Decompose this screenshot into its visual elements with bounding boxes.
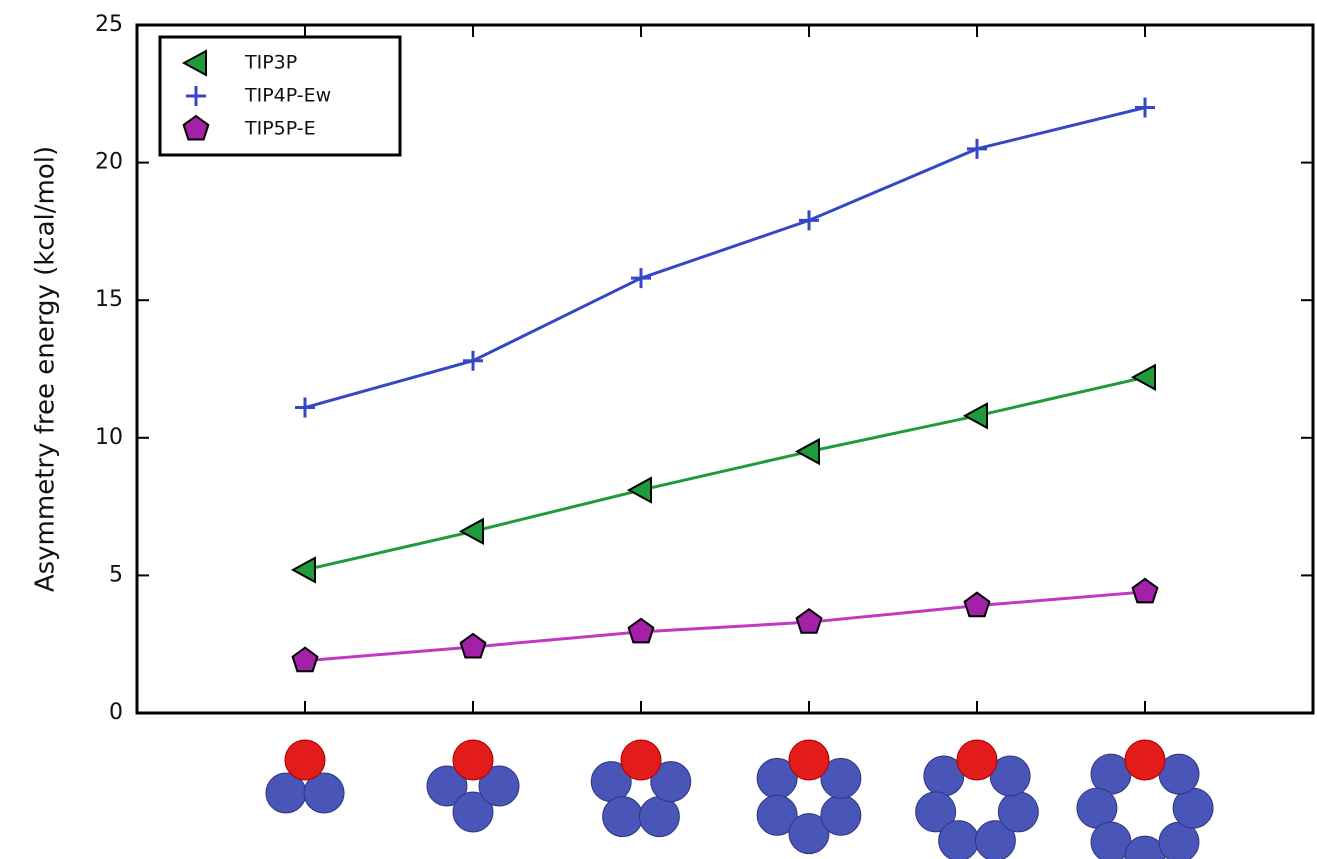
legend-label: TIP4P-Ew — [244, 85, 331, 107]
molecule-icon — [916, 740, 1039, 859]
y-tick-label: 0 — [109, 700, 123, 725]
y-tick-label: 5 — [109, 562, 123, 587]
y-tick-label: 20 — [95, 150, 123, 175]
molecule-icon — [1077, 740, 1213, 859]
point-marker — [295, 398, 315, 418]
chart: Asymmetry free energy (kcal/mol) 0 5 10 15 2… — [0, 0, 1317, 859]
ring-atom — [603, 797, 643, 837]
ring-atom — [639, 797, 679, 837]
point-marker — [965, 404, 987, 428]
legend-label: TIP5P-E — [244, 118, 316, 140]
molecule-icon — [757, 740, 861, 854]
series-line — [305, 377, 1145, 570]
page: {"chart_data": {"type": "line", "y_label… — [0, 0, 1317, 859]
point-marker — [1133, 579, 1158, 603]
y-axis-label: Asymmetry free energy (kcal/mol) — [31, 146, 61, 592]
oxygen-atom — [789, 740, 829, 780]
point-marker — [1135, 98, 1155, 118]
y-tick-label: 10 — [95, 425, 123, 450]
oxygen-atom — [453, 740, 493, 780]
point-marker — [1133, 365, 1155, 389]
oxygen-atom — [1125, 740, 1165, 780]
y-tick-label: 25 — [95, 12, 123, 37]
point-marker — [293, 648, 318, 672]
molecule-icon — [266, 740, 344, 813]
point-marker — [461, 519, 483, 543]
molecule-icon — [591, 740, 691, 837]
point-marker — [463, 351, 483, 371]
legend: TIP3P TIP4P-Ew TIP5P-E — [160, 37, 400, 155]
point-marker — [799, 210, 819, 230]
oxygen-atom — [621, 740, 661, 780]
ring-atom — [821, 795, 861, 835]
point-marker — [965, 593, 990, 617]
point-marker — [967, 139, 987, 159]
point-marker — [797, 609, 822, 633]
legend-label: TIP3P — [244, 52, 297, 74]
oxygen-atom — [285, 740, 325, 780]
ring-atom — [939, 821, 979, 859]
point-marker — [293, 558, 315, 582]
series-line — [305, 592, 1145, 661]
point-marker — [631, 268, 651, 288]
point-marker — [629, 619, 654, 643]
y-tick-label: 15 — [95, 287, 123, 312]
molecule-icon — [427, 740, 519, 832]
point-marker — [797, 440, 819, 464]
ring-atom — [998, 792, 1038, 832]
point-marker — [629, 478, 651, 502]
point-marker — [461, 634, 486, 658]
series-line — [305, 108, 1145, 408]
oxygen-atom — [957, 740, 997, 780]
